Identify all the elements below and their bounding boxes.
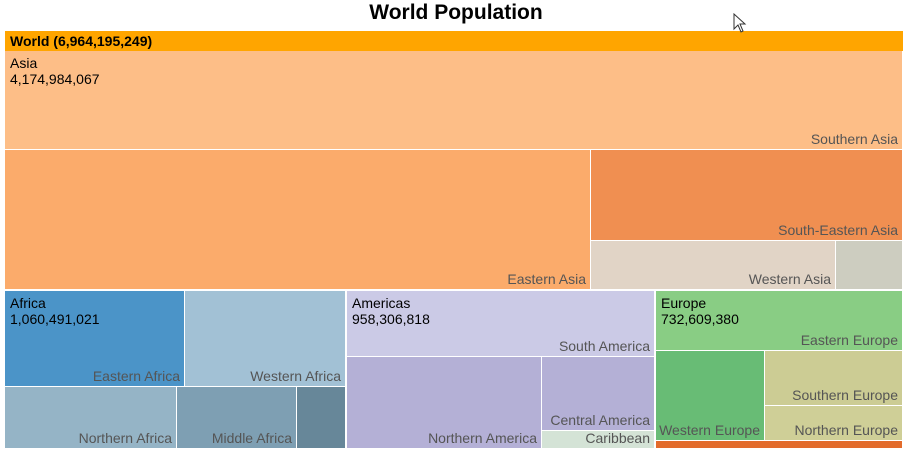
treemap-cell-southern-africa[interactable] — [297, 387, 346, 449]
treemap-cell-eastern-asia[interactable]: Eastern Asia — [5, 150, 591, 290]
treemap-cell-western-africa[interactable]: Western Africa — [185, 291, 346, 387]
treemap-cell-southern-europe[interactable]: Southern Europe — [765, 351, 903, 406]
group-name: Europe — [661, 295, 707, 311]
group-value: 958,306,818 — [352, 311, 430, 327]
group-name: Africa — [10, 295, 46, 311]
treemap-cell-central-asia[interactable] — [836, 241, 903, 290]
treemap-cell-label: Central America — [550, 412, 650, 428]
treemap-cell-southern-asia[interactable]: Southern Asia — [5, 51, 903, 150]
treemap-cell-label: Western Europe — [659, 422, 760, 438]
treemap-cell-northern-america[interactable]: Northern America — [347, 357, 542, 449]
treemap-cell-middle-africa[interactable]: Middle Africa — [177, 387, 297, 449]
treemap-cell-oceania[interactable] — [656, 441, 903, 449]
mouse-cursor-icon — [733, 13, 747, 33]
treemap-cell-western-asia[interactable]: Western Asia — [591, 241, 836, 290]
treemap-cell-label: Caribbean — [585, 431, 650, 446]
treemap-cell-label: Eastern Europe — [800, 332, 898, 348]
group-value: 1,060,491,021 — [10, 311, 100, 327]
group-label-americas: Americas 958,306,818 — [352, 295, 430, 327]
treemap-cell-label: Northern Europe — [794, 422, 898, 438]
treemap-cell-label: Eastern Asia — [507, 271, 586, 287]
treemap-cell-western-europe[interactable]: Western Europe — [656, 351, 765, 441]
treemap-cell-label: Northern America — [428, 430, 537, 446]
treemap-cell-label: South America — [558, 338, 650, 354]
group-name: Asia — [10, 55, 38, 71]
treemap-cell-label: Northern Africa — [78, 430, 172, 446]
group-label-asia: Asia 4,174,984,067 — [10, 55, 100, 87]
treemap-cell-label: Middle Africa — [211, 430, 292, 446]
treemap-cell-eastern-europe[interactable]: Eastern Europe — [656, 291, 903, 351]
group-value: 732,609,380 — [661, 311, 739, 327]
group-value: 4,174,984,067 — [10, 71, 100, 87]
group-label-europe: Europe 732,609,380 — [661, 295, 739, 327]
treemap-root-world[interactable]: World (6,964,195,249) — [5, 31, 903, 51]
treemap-cell-northern-europe[interactable]: Northern Europe — [765, 406, 903, 441]
group-name: Americas — [352, 295, 411, 311]
treemap-cell-label: Southern Asia — [810, 131, 898, 147]
group-label-africa: Africa 1,060,491,021 — [10, 295, 100, 327]
treemap-cell-caribbean[interactable]: Caribbean — [542, 431, 655, 449]
treemap-cell-label: Southern Europe — [792, 387, 898, 403]
treemap-cell-northern-africa[interactable]: Northern Africa — [5, 387, 177, 449]
treemap-cell-eastern-africa[interactable]: Eastern Africa — [5, 291, 185, 387]
chart-title: World Population — [369, 1, 543, 24]
treemap-cell-label: South-Eastern Asia — [778, 222, 898, 238]
treemap-cell-label: Eastern Africa — [92, 368, 180, 384]
treemap-cell-south-america[interactable]: South America — [347, 291, 655, 357]
treemap-cell-central-america[interactable]: Central America — [542, 357, 655, 431]
treemap-cell-south-eastern-asia[interactable]: South-Eastern Asia — [591, 150, 903, 241]
treemap-cell-label: Western Africa — [250, 368, 341, 384]
treemap-cell-label: Western Asia — [748, 271, 831, 287]
